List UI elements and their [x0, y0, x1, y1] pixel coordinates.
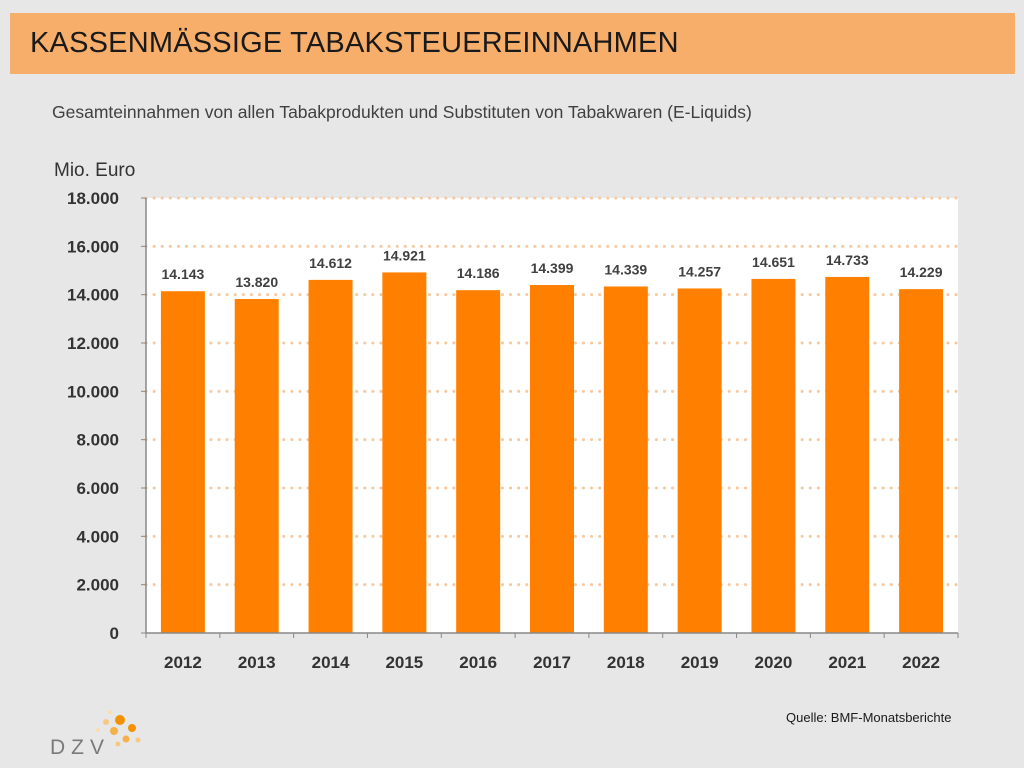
- bar: [825, 276, 870, 633]
- bar: [751, 278, 796, 633]
- bar: [603, 286, 648, 633]
- y-tick-label: 16.000: [67, 237, 119, 256]
- data-label: 14.921: [383, 247, 426, 263]
- bar: [456, 290, 501, 633]
- chart-subtitle: Gesamteinnahmen von allen Tabakprodukten…: [52, 102, 752, 122]
- y-axis-unit-label: Mio. Euro: [54, 160, 136, 181]
- bar: [382, 272, 427, 633]
- y-tick-label: 2.000: [76, 576, 119, 595]
- data-label: 13.820: [235, 274, 278, 290]
- y-tick-label: 18.000: [67, 189, 119, 208]
- data-label: 14.186: [457, 265, 500, 281]
- bar: [160, 291, 205, 633]
- data-label: 14.229: [900, 264, 943, 280]
- y-tick-label: 0: [110, 624, 119, 643]
- x-tick-label: 2015: [385, 653, 423, 672]
- x-tick-label: 2019: [681, 653, 719, 672]
- x-tick-label: 2021: [828, 653, 866, 672]
- data-label: 14.733: [826, 252, 869, 268]
- x-tick-label: 2014: [312, 653, 350, 672]
- bar: [899, 289, 944, 633]
- y-tick-label: 10.000: [67, 382, 119, 401]
- y-tick-label: 12.000: [67, 334, 119, 353]
- data-label: 14.651: [752, 254, 795, 270]
- y-tick-label: 6.000: [76, 479, 119, 498]
- y-tick-label: 8.000: [76, 431, 119, 450]
- x-tick-label: 2018: [607, 653, 645, 672]
- x-tick-label: 2013: [238, 653, 276, 672]
- data-label: 14.257: [678, 263, 721, 279]
- data-label: 14.399: [531, 260, 574, 276]
- data-label: 14.612: [309, 255, 352, 271]
- x-tick-label: 2020: [755, 653, 793, 672]
- bar: [530, 285, 574, 633]
- x-tick-label: 2016: [459, 653, 497, 672]
- dzv-logo-icon: [96, 710, 141, 747]
- y-tick-label: 4.000: [76, 527, 119, 546]
- bar: [677, 288, 722, 633]
- source-note: Quelle: BMF-Monatsberichte: [786, 710, 952, 725]
- x-tick-label: 2017: [533, 653, 571, 672]
- data-label: 14.143: [161, 266, 204, 282]
- x-tick-label: 2012: [164, 653, 202, 672]
- y-tick-label: 14.000: [67, 286, 119, 305]
- chart-title: KASSENMÄSSIGE TABAKSTEUEREINNAHMEN: [30, 27, 679, 59]
- bar: [234, 299, 279, 633]
- bar: [308, 279, 353, 633]
- x-tick-label: 2022: [902, 653, 940, 672]
- data-label: 14.339: [604, 261, 647, 277]
- logo-text: DZV: [50, 736, 110, 759]
- title-bar: KASSENMÄSSIGE TABAKSTEUEREINNAHMEN: [10, 13, 1015, 74]
